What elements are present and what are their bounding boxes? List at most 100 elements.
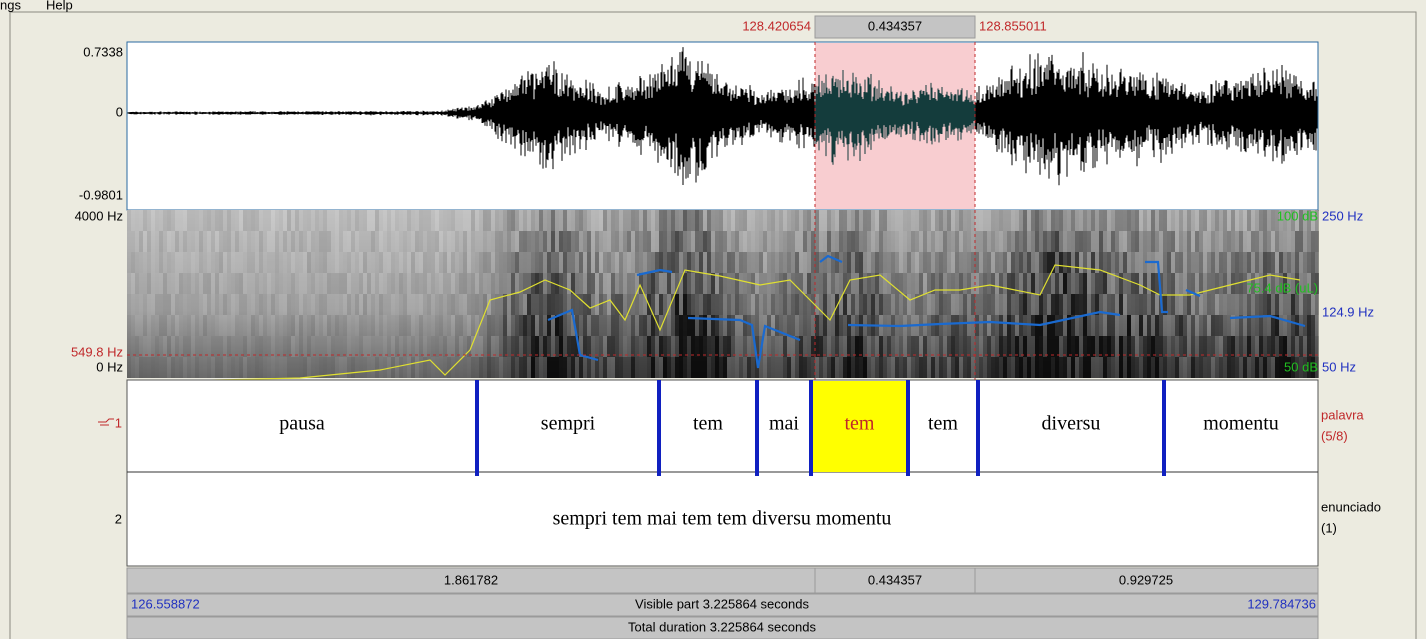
spectrogram-cell [315, 315, 319, 336]
spectrogram-cell [1075, 210, 1079, 231]
spectrogram-cell [815, 336, 819, 357]
spectrogram-cell [1223, 231, 1227, 252]
spectrogram-cell [795, 315, 799, 336]
menu-item[interactable]: Help [46, 0, 73, 12]
spectrogram-cell [351, 357, 355, 378]
spectrogram-cell [1207, 231, 1211, 252]
interval-label[interactable]: sempri tem mai tem tem diversu momentu [553, 508, 892, 530]
spectrogram-cell [1111, 294, 1115, 315]
spectrogram-cell [1039, 294, 1043, 315]
spectrogram-cell [227, 315, 231, 336]
spectrogram-cell [167, 315, 171, 336]
spectrogram-cell [895, 210, 899, 231]
spectrogram-cell [371, 210, 375, 231]
interval-label[interactable]: pausa [279, 413, 325, 435]
spectrogram-cell [455, 294, 459, 315]
spectrogram-cell [915, 231, 919, 252]
spectrogram-cell [1307, 231, 1311, 252]
spectrogram-cell [699, 231, 703, 252]
tiers-panel[interactable] [127, 380, 1318, 566]
spectrogram-cell [511, 315, 515, 336]
spectrogram-cell [571, 210, 575, 231]
spectrogram-cell [963, 231, 967, 252]
interval-label[interactable]: tem [928, 413, 958, 435]
spectrogram-cell [555, 273, 559, 294]
interval-label[interactable]: momentu [1203, 413, 1279, 435]
spectrogram-cell [163, 252, 167, 273]
spectrogram-cell [1195, 231, 1199, 252]
spectrogram-cell [683, 357, 687, 378]
spectrogram-cell [1183, 315, 1187, 336]
spectrogram-cell [1207, 336, 1211, 357]
interval-label[interactable]: sempri [541, 413, 596, 435]
spectrogram-cell [1127, 294, 1131, 315]
spectrogram-cell [1091, 273, 1095, 294]
spectrogram-cell [451, 210, 455, 231]
spectrogram-cell [279, 210, 283, 231]
spectrogram-cell [1247, 294, 1251, 315]
spectrogram-cell [1271, 231, 1275, 252]
spectrogram-cell [135, 357, 139, 378]
spectrogram-cell [191, 336, 195, 357]
spectrogram-cell [771, 231, 775, 252]
spectrogram-cell [331, 210, 335, 231]
spectrogram-cell [407, 231, 411, 252]
spectrogram-cell [967, 294, 971, 315]
spectrogram-cell [1051, 210, 1055, 231]
spectrogram-cell [927, 231, 931, 252]
spectrogram-cell [891, 294, 895, 315]
spectrogram-cell [399, 231, 403, 252]
interval-label[interactable]: tem [845, 413, 875, 435]
spectrogram-cell [203, 210, 207, 231]
spectrogram-cell [907, 231, 911, 252]
spectrogram-cell [811, 210, 815, 231]
interval-label[interactable]: mai [769, 413, 799, 435]
spectrogram-cell [1087, 357, 1091, 378]
spectrogram-cell [1195, 294, 1199, 315]
spectrogram-cell [131, 273, 135, 294]
spectrogram-cell [927, 210, 931, 231]
spectrogram-cell [987, 336, 991, 357]
spectrogram-cell [843, 231, 847, 252]
spectrogram-cell [403, 210, 407, 231]
spectrogram-cell [643, 210, 647, 231]
spectrogram-cell [1295, 231, 1299, 252]
spectrogram-cell [311, 252, 315, 273]
spectrogram-cell [171, 294, 175, 315]
spectrogram-cell [1179, 357, 1183, 378]
spectrogram-cell [687, 231, 691, 252]
spectrogram-cell [379, 315, 383, 336]
spectrogram-cell [1123, 231, 1127, 252]
spectrogram-cell [483, 252, 487, 273]
spectrogram-cell [859, 294, 863, 315]
spectrogram-cell [943, 210, 947, 231]
spectrogram-cell [511, 336, 515, 357]
spectrogram-cell [983, 336, 987, 357]
spectrogram-cell [727, 231, 731, 252]
spectrogram-cell [1311, 252, 1315, 273]
spectrogram-cell [1131, 294, 1135, 315]
spectrogram-cell [207, 273, 211, 294]
spectrogram-cell [919, 336, 923, 357]
spectrogram-cell [403, 357, 407, 378]
interval-label[interactable]: diversu [1042, 413, 1101, 435]
menu-item[interactable]: ngs [0, 0, 21, 12]
spectrogram-cell [739, 210, 743, 231]
spectrogram-cell [475, 231, 479, 252]
spectrogram-cell [1275, 294, 1279, 315]
spectrogram-cell [1067, 210, 1071, 231]
spectrogram-cell [511, 273, 515, 294]
interval-label[interactable]: tem [693, 413, 723, 435]
spectrogram-cell [1223, 273, 1227, 294]
spectrogram-cell [143, 210, 147, 231]
spectrogram-cell [1147, 336, 1151, 357]
spectrogram-cell [403, 294, 407, 315]
spectrogram-cell [715, 294, 719, 315]
spectrogram-cell [847, 294, 851, 315]
spectrogram-cell [1227, 273, 1231, 294]
spectrogram-cell [227, 294, 231, 315]
spectrogram-cell [943, 294, 947, 315]
spectrogram-cell [1167, 231, 1171, 252]
spectrogram-cell [131, 294, 135, 315]
spectrogram-cell [199, 357, 203, 378]
